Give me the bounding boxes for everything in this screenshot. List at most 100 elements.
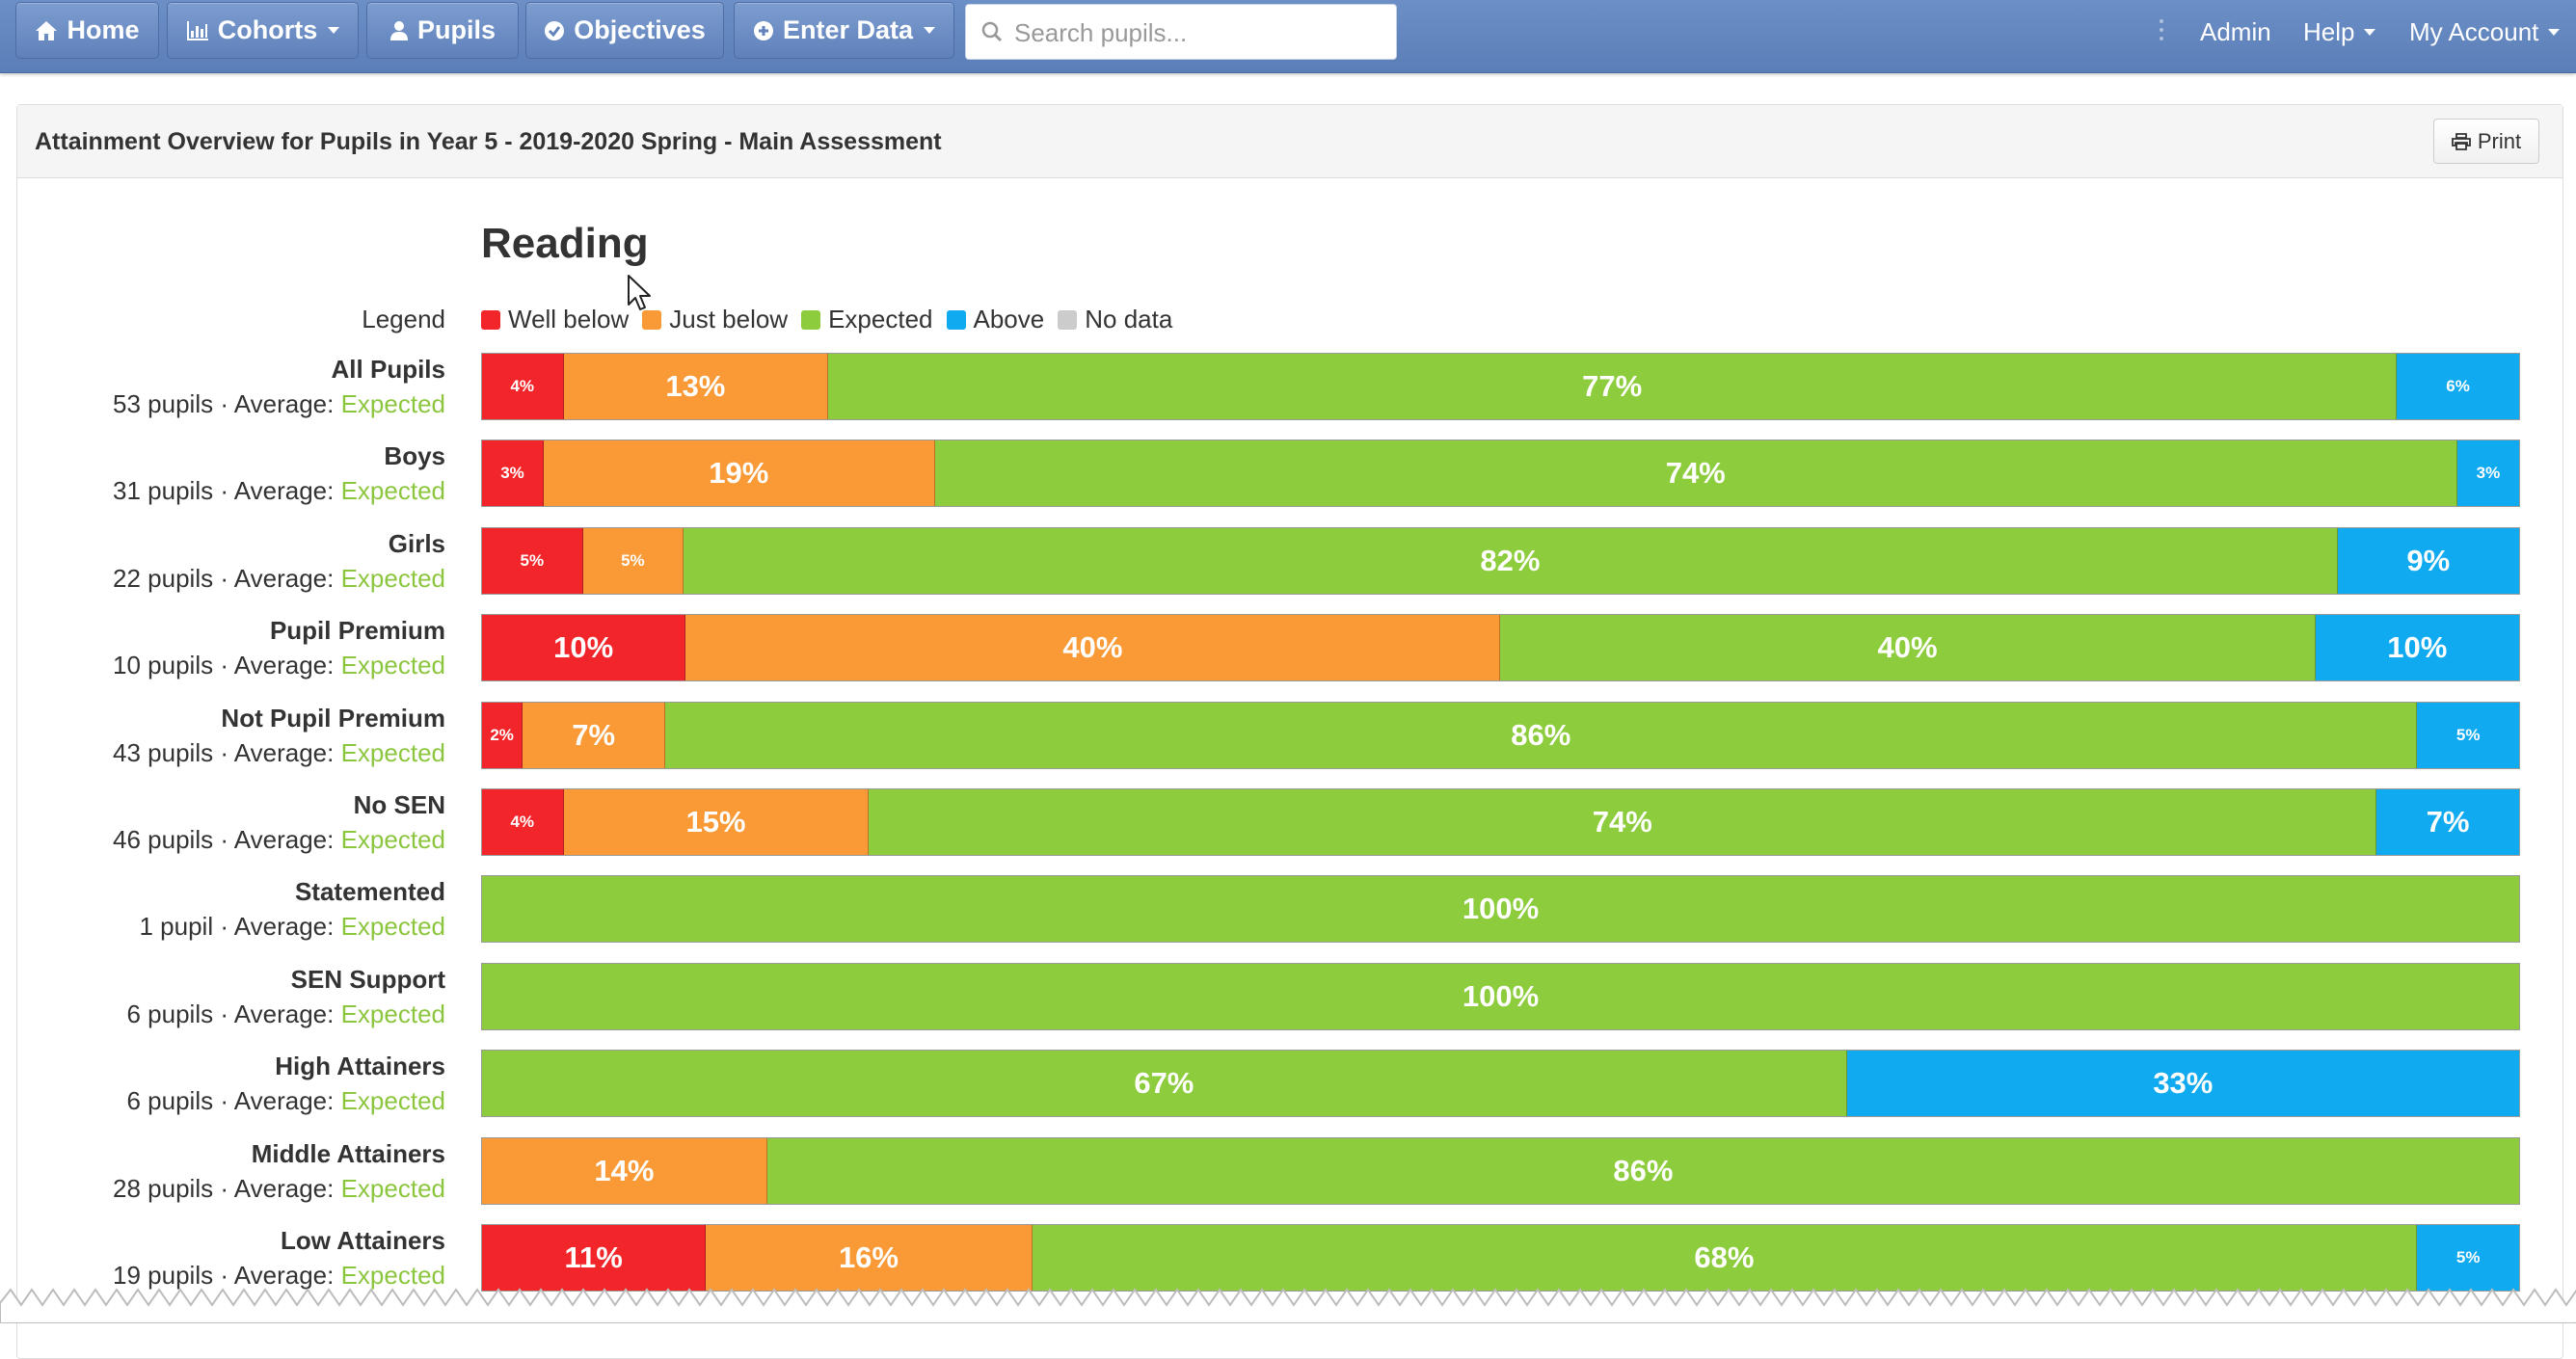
legend-item: Expected: [801, 305, 933, 334]
row-label: Boys 31 pupils · Average: Expected: [0, 441, 445, 505]
enter-data-label: Enter Data: [782, 15, 914, 44]
row-label: Girls 22 pupils · Average: Expected: [0, 529, 445, 593]
group-name: Middle Attainers: [251, 1139, 445, 1168]
admin-link[interactable]: Admin: [2200, 17, 2271, 47]
bar-segment[interactable]: 100%: [482, 876, 2519, 942]
average-value: Expected: [340, 1174, 445, 1203]
cohorts-dropdown[interactable]: Cohorts: [167, 2, 359, 59]
group-summary: 22 pupils · Average: Expected: [0, 564, 445, 593]
legend-swatch: [801, 309, 821, 330]
group-summary: 28 pupils · Average: Expected: [0, 1174, 445, 1203]
group-summary: 43 pupils · Average: Expected: [0, 738, 445, 767]
row-label: All Pupils 53 pupils · Average: Expected: [0, 355, 445, 418]
bar-segment[interactable]: 67%: [482, 1051, 1847, 1116]
group-name: SEN Support: [290, 965, 445, 994]
stacked-bar[interactable]: 11% 16% 68% 5%: [481, 1224, 2520, 1292]
stacked-bar[interactable]: 2% 7% 86% 5%: [481, 702, 2520, 769]
pupil-count-text: 43 pupils · Average:: [113, 738, 341, 767]
group-name: Boys: [384, 441, 445, 470]
bar-segment[interactable]: 10%: [482, 615, 686, 680]
bar-segment[interactable]: 7%: [523, 703, 666, 768]
bar-segment[interactable]: 82%: [684, 528, 2338, 594]
bar-segment[interactable]: 3%: [2456, 440, 2519, 506]
help-dropdown[interactable]: Help: [2303, 17, 2376, 47]
bar-segment[interactable]: 13%: [563, 354, 829, 419]
stacked-bar[interactable]: 5% 5% 82% 9%: [481, 527, 2520, 595]
bar-segment[interactable]: 68%: [1032, 1225, 2418, 1291]
row-label: SEN Support 6 pupils · Average: Expected: [0, 965, 445, 1028]
bar-segment[interactable]: 4%: [482, 789, 564, 855]
objectives-button[interactable]: Objectives: [525, 2, 724, 59]
legend-item-label: Well below: [508, 305, 630, 333]
bar-segment[interactable]: 74%: [934, 440, 2457, 506]
chevron-down-icon: [2364, 29, 2376, 36]
average-value: Expected: [340, 738, 445, 767]
bar-segment[interactable]: 77%: [828, 354, 2398, 419]
row-label: Not Pupil Premium 43 pupils · Average: Ex…: [0, 704, 445, 767]
print-button[interactable]: Print: [2433, 119, 2539, 164]
bar-segment[interactable]: 40%: [1500, 615, 2316, 680]
home-button[interactable]: Home: [15, 2, 159, 59]
bar-segment[interactable]: 15%: [563, 789, 870, 855]
bar-segment[interactable]: 16%: [706, 1225, 1033, 1291]
bar-segment[interactable]: 5%: [2417, 703, 2519, 768]
legend-item-label: Expected: [828, 305, 933, 333]
bar-segment[interactable]: 74%: [869, 789, 2377, 855]
bar-segment[interactable]: 86%: [766, 1138, 2519, 1204]
average-value: Expected: [340, 999, 445, 1028]
bar-segment[interactable]: 19%: [544, 440, 935, 506]
bar-segment[interactable]: 3%: [482, 440, 545, 506]
stacked-bar[interactable]: 100%: [481, 875, 2520, 943]
bar-segment[interactable]: 40%: [685, 615, 1501, 680]
enter-data-dropdown[interactable]: Enter Data: [734, 2, 954, 59]
home-icon: [36, 20, 58, 40]
bar-segment[interactable]: 5%: [2417, 1225, 2519, 1291]
bar-segment[interactable]: 10%: [2315, 615, 2519, 680]
bar-segment[interactable]: 6%: [2397, 354, 2519, 419]
pupil-count-text: 31 pupils · Average:: [113, 476, 341, 505]
bar-segment[interactable]: 100%: [482, 964, 2519, 1029]
bar-segment[interactable]: 14%: [482, 1138, 767, 1204]
search-input[interactable]: [1012, 5, 1392, 61]
legend-item: No data: [1058, 305, 1172, 334]
bar-segment[interactable]: 5%: [482, 528, 583, 594]
legend-swatch: [642, 309, 662, 330]
stacked-bar[interactable]: 10% 40% 40% 10%: [481, 614, 2520, 681]
legend-item-label: Above: [973, 305, 1045, 333]
average-value: Expected: [340, 1086, 445, 1115]
group-summary: 31 pupils · Average: Expected: [0, 476, 445, 505]
group-name: Statemented: [294, 877, 445, 906]
stacked-bar[interactable]: 100%: [481, 963, 2520, 1030]
group-name: Not Pupil Premium: [221, 704, 445, 733]
stacked-bar[interactable]: 3% 19% 74% 3%: [481, 440, 2520, 507]
chevron-down-icon: [328, 27, 340, 34]
search-icon: [981, 21, 1003, 42]
bar-segment[interactable]: 33%: [1846, 1051, 2519, 1116]
group-summary: 6 pupils · Average: Expected: [0, 999, 445, 1028]
cohorts-label: Cohorts: [217, 15, 318, 44]
pupils-button[interactable]: Pupils: [366, 2, 519, 59]
bar-segment[interactable]: 7%: [2376, 789, 2519, 855]
pupil-count-text: 6 pupils · Average:: [126, 999, 341, 1028]
bar-segment[interactable]: 5%: [582, 528, 684, 594]
stacked-bar[interactable]: 4% 15% 74% 7%: [481, 788, 2520, 856]
pupil-count-text: 6 pupils · Average:: [126, 1086, 341, 1115]
group-name: All Pupils: [331, 355, 445, 384]
pupil-count-text: 53 pupils · Average:: [113, 389, 341, 418]
help-label: Help: [2303, 17, 2355, 46]
stacked-bar[interactable]: 14% 86%: [481, 1137, 2520, 1205]
group-summary: 46 pupils · Average: Expected: [0, 825, 445, 854]
bar-segment[interactable]: 11%: [482, 1225, 707, 1291]
average-value: Expected: [340, 651, 445, 680]
plus-circle-icon: [753, 20, 773, 40]
stacked-bar[interactable]: 67% 33%: [481, 1050, 2520, 1117]
my-account-dropdown[interactable]: My Account: [2409, 17, 2561, 47]
average-value: Expected: [340, 825, 445, 854]
my-account-label: My Account: [2409, 17, 2539, 46]
bar-segment[interactable]: 86%: [665, 703, 2418, 768]
mouse-cursor-icon: [628, 275, 651, 310]
bar-segment[interactable]: 9%: [2337, 528, 2519, 594]
stacked-bar[interactable]: 4% 13% 77% 6%: [481, 353, 2520, 420]
bar-segment[interactable]: 4%: [482, 354, 564, 419]
bar-segment[interactable]: 2%: [482, 703, 523, 768]
